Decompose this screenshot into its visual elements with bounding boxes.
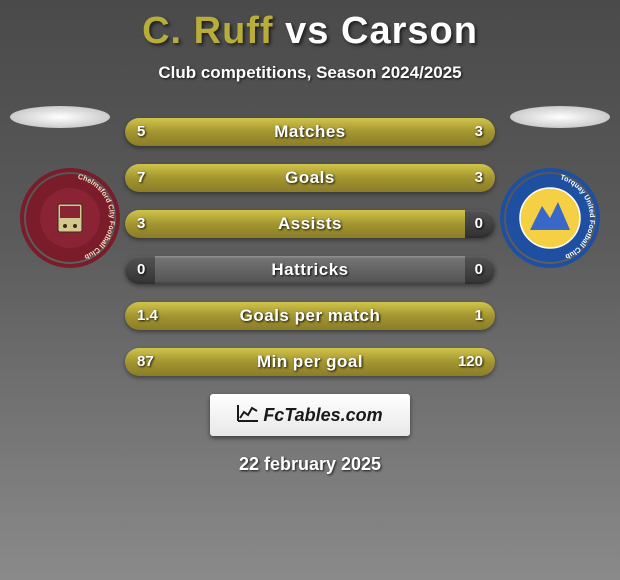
page-title: C. Ruff vs Carson <box>0 0 620 53</box>
stat-value-left: 5 <box>137 118 145 146</box>
stat-value-right: 0 <box>475 256 483 284</box>
content-area: Chelmsford City Football Club Torquay Un… <box>0 118 620 475</box>
stat-row: Min per goal87 120 <box>125 348 495 376</box>
player-b-name: Carson <box>341 10 478 52</box>
stat-row: Assists3 0 <box>125 210 495 238</box>
crest-shadow-left <box>10 106 110 128</box>
subtitle: Club competitions, Season 2024/2025 <box>0 63 620 83</box>
date-text: 22 february 2025 <box>0 454 620 475</box>
stat-value-right: 3 <box>475 164 483 192</box>
stat-value-right: 1 <box>475 302 483 330</box>
stat-value-right: 120 <box>458 348 483 376</box>
chelmsford-crest-icon: Chelmsford City Football Club <box>20 168 120 268</box>
brand-badge: FcTables.com <box>210 394 410 436</box>
stat-row: Matches5 3 <box>125 118 495 146</box>
club-crest-left: Chelmsford City Football Club <box>20 168 120 268</box>
stat-row: Goals per match1.4 1 <box>125 302 495 330</box>
stat-row: Goals7 3 <box>125 164 495 192</box>
stat-label: Matches <box>125 118 495 146</box>
stat-label: Assists <box>125 210 495 238</box>
vs-text: vs <box>285 10 329 52</box>
brand-text: FcTables.com <box>263 405 382 426</box>
torquay-crest-icon: Torquay United Football Club <box>500 168 600 268</box>
stat-value-left: 7 <box>137 164 145 192</box>
stat-label: Hattricks <box>125 256 495 284</box>
stat-value-left: 0 <box>137 256 145 284</box>
stat-value-right: 0 <box>475 210 483 238</box>
chart-icon <box>237 404 259 427</box>
stat-label: Goals <box>125 164 495 192</box>
stat-value-left: 87 <box>137 348 154 376</box>
player-a-name: C. Ruff <box>142 10 274 52</box>
crest-shadow-right <box>510 106 610 128</box>
stat-bars: Matches53Goals73Assists30Hattricks00Goal… <box>125 118 495 376</box>
stat-value-left: 1.4 <box>137 302 158 330</box>
club-crest-right: Torquay United Football Club <box>500 168 600 268</box>
stat-value-left: 3 <box>137 210 145 238</box>
stat-label: Min per goal <box>125 348 495 376</box>
stat-value-right: 3 <box>475 118 483 146</box>
stat-label: Goals per match <box>125 302 495 330</box>
stat-row: Hattricks0 0 <box>125 256 495 284</box>
comparison-infographic: C. Ruff vs Carson Club competitions, Sea… <box>0 0 620 580</box>
